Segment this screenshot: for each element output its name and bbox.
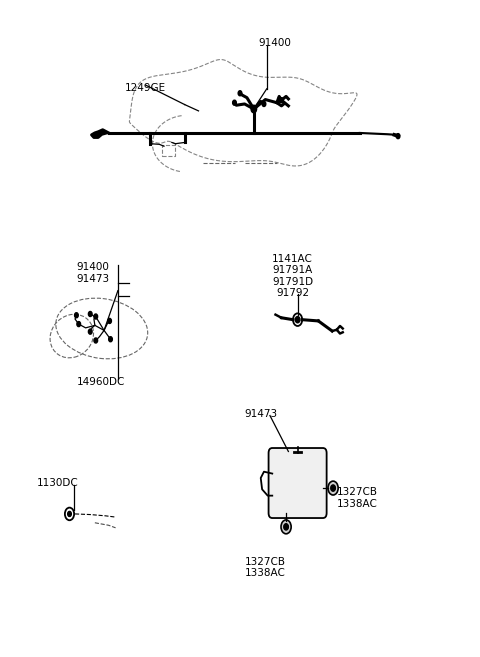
Circle shape: [331, 485, 336, 491]
Circle shape: [396, 133, 400, 139]
Circle shape: [68, 511, 72, 516]
Circle shape: [108, 319, 111, 323]
Text: 1327CB: 1327CB: [337, 487, 378, 497]
Text: 1141AC: 1141AC: [272, 254, 313, 264]
Circle shape: [77, 321, 81, 327]
Text: 1338AC: 1338AC: [337, 499, 378, 509]
Circle shape: [251, 105, 257, 113]
Circle shape: [94, 314, 97, 319]
Circle shape: [238, 91, 242, 96]
Circle shape: [74, 313, 78, 318]
Text: 91792: 91792: [276, 288, 309, 298]
Text: 91791A: 91791A: [272, 265, 312, 275]
Circle shape: [293, 313, 302, 326]
Circle shape: [284, 524, 288, 530]
Polygon shape: [92, 130, 108, 137]
Text: 91473: 91473: [245, 409, 278, 419]
Circle shape: [65, 508, 74, 520]
Circle shape: [328, 481, 338, 495]
Text: 91400: 91400: [76, 261, 109, 272]
Circle shape: [295, 317, 300, 323]
Circle shape: [94, 338, 97, 343]
Circle shape: [262, 101, 266, 106]
Circle shape: [280, 98, 283, 102]
Circle shape: [88, 311, 92, 317]
Text: 91791D: 91791D: [272, 277, 313, 287]
Text: 14960DC: 14960DC: [76, 377, 125, 387]
Text: 1249GE: 1249GE: [125, 83, 166, 93]
Circle shape: [88, 329, 92, 334]
Text: 91400: 91400: [258, 38, 291, 49]
Text: 91473: 91473: [76, 275, 109, 284]
Circle shape: [281, 520, 291, 533]
Text: 1327CB: 1327CB: [245, 557, 286, 567]
Circle shape: [233, 100, 236, 105]
Circle shape: [108, 336, 112, 342]
FancyBboxPatch shape: [269, 448, 326, 518]
Text: 1338AC: 1338AC: [245, 568, 286, 578]
Text: 1130DC: 1130DC: [37, 478, 79, 488]
